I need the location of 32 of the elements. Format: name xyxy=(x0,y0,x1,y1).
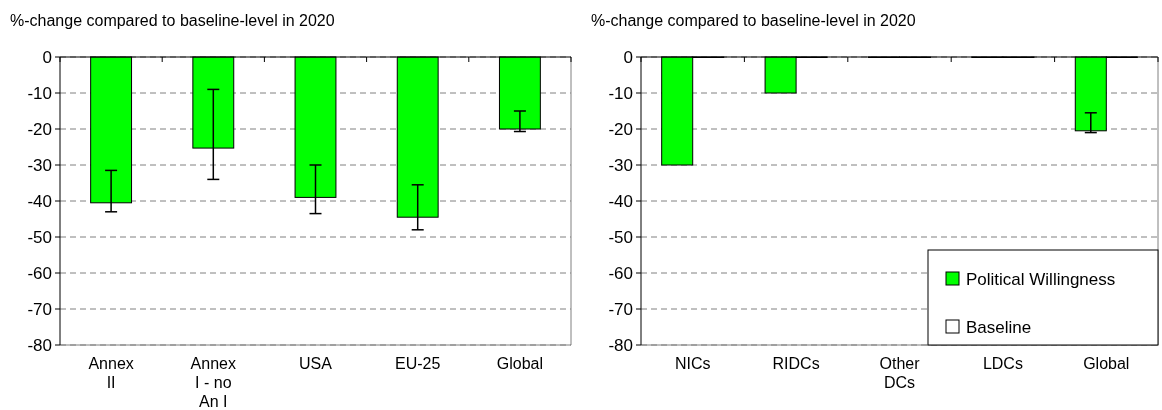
x-tick-label: Annex II xyxy=(88,355,134,391)
y-tick-label: -20 xyxy=(27,119,52,139)
x-tick-label: Global xyxy=(496,355,544,372)
y-tick-label: -40 xyxy=(608,191,633,211)
y-tick-label: -10 xyxy=(608,83,633,103)
y-tick-label: -30 xyxy=(608,155,633,175)
y-tick-label: -80 xyxy=(608,335,633,355)
chart-title: %-change compared to baseline-level in 2020 xyxy=(591,12,916,29)
y-tick-label: -70 xyxy=(608,299,633,319)
x-tick-label: NICs xyxy=(674,355,711,372)
legend-label: Baseline xyxy=(966,317,1032,337)
x-tick-label: EU-25 xyxy=(395,355,441,372)
y-tick-label: -60 xyxy=(27,263,52,283)
x-tick-label: Other DCs xyxy=(879,355,921,391)
y-tick-label: -10 xyxy=(27,83,52,103)
x-tick-label: LDCs xyxy=(982,355,1023,372)
y-tick-label: -70 xyxy=(27,299,52,319)
x-tick-label: RIDCs xyxy=(772,355,820,372)
y-tick-label: -50 xyxy=(608,227,633,247)
chart-title: %-change compared to baseline-level in 2020 xyxy=(10,12,335,29)
legend-label: Political Willingness xyxy=(966,269,1116,289)
y-tick-label: -40 xyxy=(27,191,52,211)
y-tick-label: -20 xyxy=(608,119,633,139)
y-tick-label: -80 xyxy=(27,335,52,355)
y-tick-label: 0 xyxy=(42,47,52,67)
y-tick-label: 0 xyxy=(623,47,633,67)
x-tick-label: USA xyxy=(299,355,333,372)
x-tick-label: Annex I - no An I xyxy=(190,355,236,410)
x-tick-label: Global xyxy=(1083,355,1130,372)
y-tick-label: -60 xyxy=(608,263,633,283)
y-tick-label: -30 xyxy=(27,155,52,175)
y-tick-label: -50 xyxy=(27,227,52,247)
